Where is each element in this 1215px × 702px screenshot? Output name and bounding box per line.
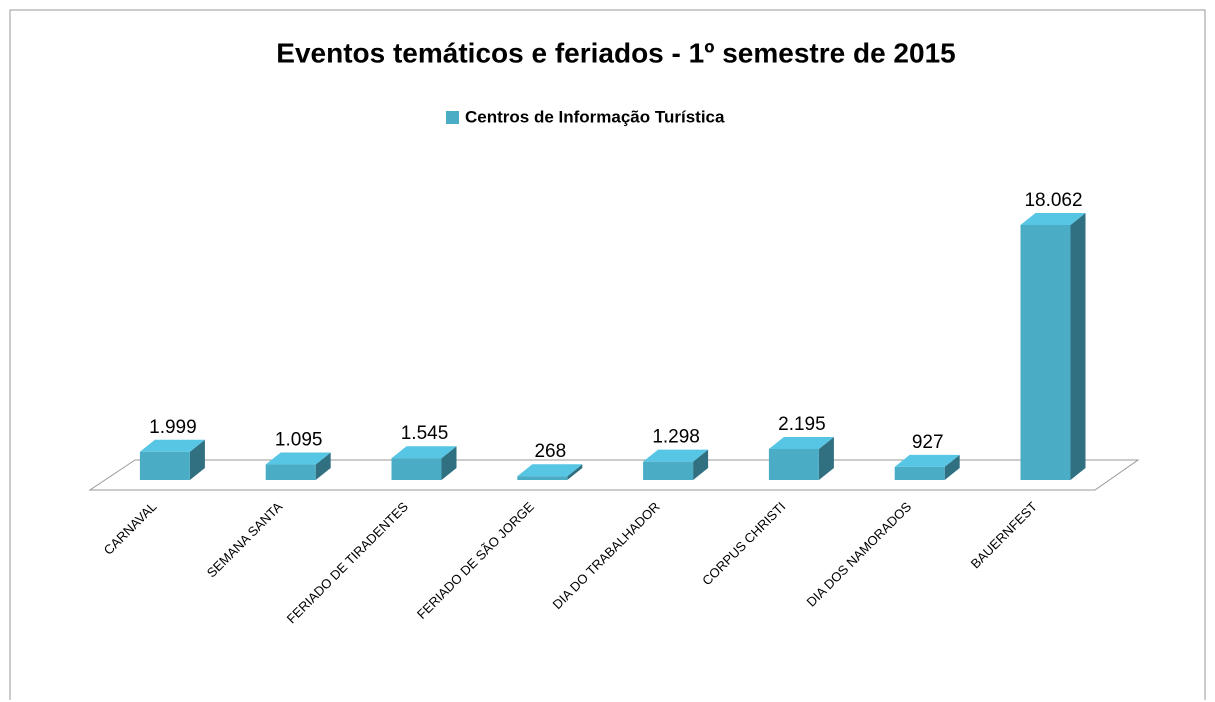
bar-side — [189, 439, 205, 480]
legend-swatch — [446, 111, 459, 124]
bar-front — [894, 466, 945, 480]
data-label: 1.999 — [149, 417, 197, 438]
data-label: 1.095 — [275, 430, 323, 451]
bar — [643, 449, 709, 480]
bar-top — [1020, 213, 1086, 225]
x-tick-label: FERIADO DE SÃO JORGE — [414, 499, 537, 622]
bar — [1020, 213, 1086, 480]
x-tick-label: SEMANA SANTA — [204, 499, 286, 581]
bar-top — [517, 464, 583, 477]
bar — [768, 437, 834, 480]
bar-front — [265, 464, 316, 480]
bar-front — [643, 461, 694, 480]
chart-border — [9, 9, 1206, 700]
bar — [139, 439, 205, 480]
bar-front — [768, 449, 819, 480]
x-tick-label: DIA DOS NAMORADOS — [804, 499, 915, 610]
bar-top — [139, 439, 205, 452]
bar-side — [441, 446, 457, 480]
floor — [88, 459, 1140, 491]
bar-front — [391, 458, 442, 480]
data-label: 2.195 — [778, 414, 826, 435]
x-tick-label: BAUERNFEST — [968, 499, 1040, 571]
data-label: 1.545 — [401, 423, 449, 444]
bar-top — [894, 454, 960, 467]
bar-side — [818, 437, 834, 480]
bar-front — [517, 476, 568, 480]
legend-label: Centros de Informação Turística — [465, 107, 725, 126]
bar-side — [1070, 213, 1086, 480]
bar-top — [643, 449, 709, 462]
data-label: 268 — [534, 441, 566, 462]
bar — [265, 452, 331, 480]
bar — [894, 454, 960, 480]
bar-side — [315, 452, 331, 480]
data-label: 1.298 — [652, 427, 700, 448]
bar-front — [1020, 225, 1071, 480]
x-tick-label: CARNAVAL — [101, 499, 160, 558]
bar-top — [768, 437, 834, 450]
bar-top — [391, 446, 457, 459]
bar-side — [944, 454, 960, 480]
data-label: 927 — [912, 432, 944, 453]
bar-side — [567, 464, 583, 480]
bar — [391, 446, 457, 480]
bar-top — [265, 452, 331, 465]
x-tick-label: DIA DO TRABALHADOR — [550, 499, 663, 612]
bar — [517, 464, 583, 480]
chart-title: Eventos temáticos e feriados - 1º semest… — [276, 37, 955, 68]
x-tick-label: CORPUS CHRISTI — [699, 499, 788, 588]
bar-side — [693, 449, 709, 480]
x-tick-label: FERIADO DE TIRADENTES — [284, 499, 412, 627]
bar-front — [139, 451, 190, 480]
data-label: 18.062 — [1024, 190, 1082, 211]
